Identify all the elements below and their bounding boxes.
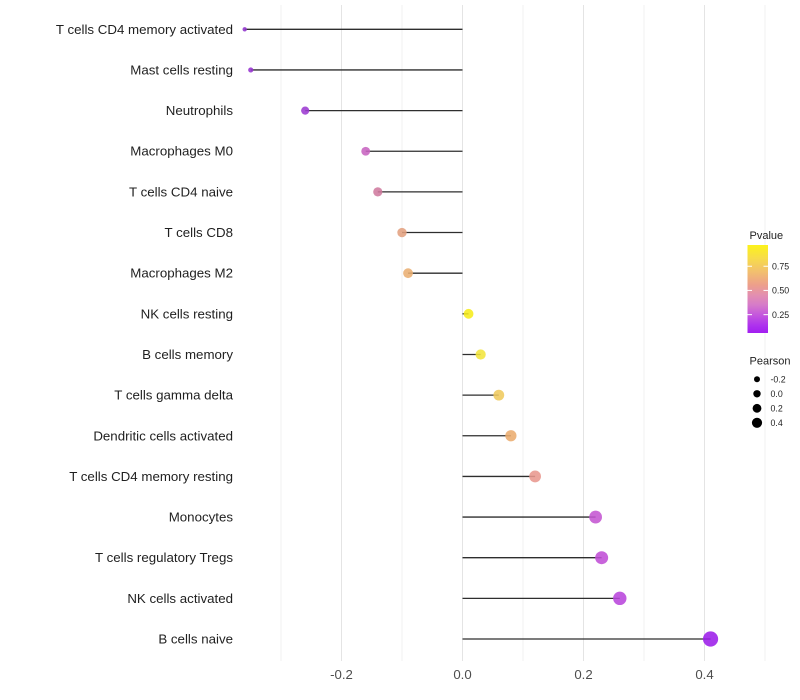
pearson-legend-dot <box>753 390 761 398</box>
pearson-legend-title: Pearson <box>750 356 791 368</box>
lollipop-dot <box>301 106 310 115</box>
lollipop-dot <box>242 27 247 32</box>
x-axis-tick-label: -0.2 <box>330 667 353 682</box>
lollipop-dot <box>463 308 474 319</box>
y-axis-label: Dendritic cells activated <box>93 428 233 443</box>
pearson-legend-label: -0.2 <box>771 375 786 385</box>
pearson-legend-dot <box>751 417 763 428</box>
pvalue-legend-tick-label: 0.50 <box>772 286 789 296</box>
x-axis-tick-label: 0.2 <box>574 667 592 682</box>
y-axis-label: T cells CD8 <box>165 225 233 240</box>
pearson-legend-label: 0.4 <box>771 418 783 428</box>
y-axis-label: T cells CD4 memory activated <box>56 22 233 37</box>
y-axis-label: T cells regulatory Tregs <box>95 550 233 565</box>
lollipop-dot <box>702 631 719 647</box>
x-axis-tick-label: 0.4 <box>695 667 713 682</box>
pearson-legend-label: 0.0 <box>771 389 783 399</box>
lollipop-dot <box>248 67 254 73</box>
y-axis-label: T cells CD4 memory resting <box>69 469 233 484</box>
lollipop-dot <box>529 470 541 483</box>
lollipop-dot <box>505 430 517 442</box>
lollipop-dot <box>403 268 413 279</box>
lollipop-dot <box>493 389 505 401</box>
y-axis-label: B cells memory <box>142 347 233 362</box>
y-axis-label: B cells naive <box>158 632 233 647</box>
pearson-legend-dot <box>752 403 762 413</box>
y-axis-label: Mast cells resting <box>130 62 233 77</box>
x-axis-tick-label: 0.0 <box>453 667 471 682</box>
lollipop-dot <box>589 510 602 524</box>
pvalue-legend-tick-label: 0.25 <box>772 310 789 320</box>
lollipop-dot <box>373 187 383 197</box>
y-axis-label: Neutrophils <box>166 103 234 118</box>
lollipop-dot <box>613 591 627 606</box>
pearson-legend-dot <box>754 376 760 383</box>
y-axis-label: T cells gamma delta <box>114 388 233 403</box>
y-axis-label: T cells CD4 naive <box>129 184 233 199</box>
pvalue-colorbar <box>747 245 768 333</box>
lollipop-dot <box>475 349 486 360</box>
pvalue-legend-title: Pvalue <box>750 230 784 242</box>
y-axis-label: Macrophages M0 <box>130 144 233 159</box>
lollipop-dot <box>361 146 371 156</box>
y-axis-label: NK cells activated <box>127 591 233 606</box>
pvalue-legend-tick-label: 0.75 <box>772 261 789 271</box>
lollipop-dot <box>595 551 609 565</box>
y-axis-label: Monocytes <box>169 510 234 525</box>
pearson-legend-label: 0.2 <box>771 404 783 414</box>
y-axis-label: NK cells resting <box>141 306 233 321</box>
y-axis-label: Macrophages M2 <box>130 266 233 281</box>
lollipop-dot <box>397 227 407 238</box>
